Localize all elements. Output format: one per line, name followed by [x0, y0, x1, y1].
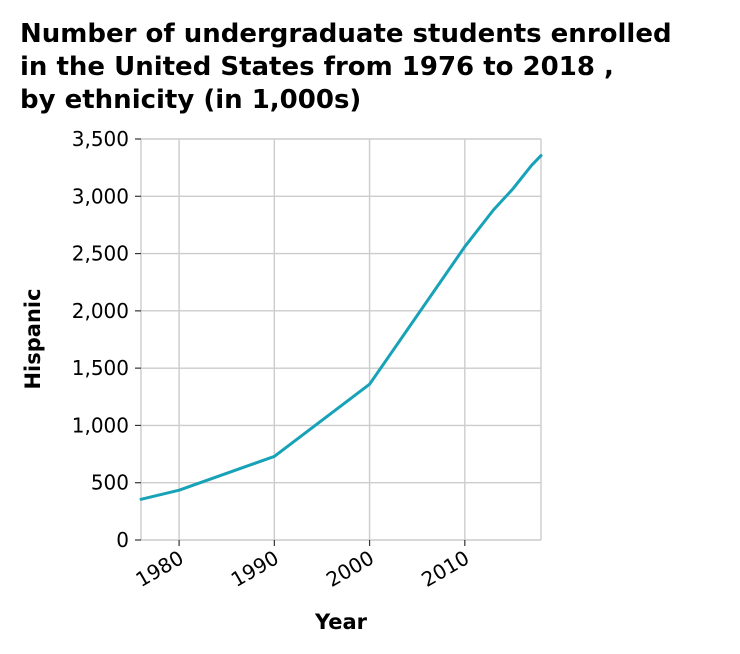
- series-line-hispanic: [139, 154, 543, 501]
- plot-area: [139, 154, 543, 501]
- y-tick-label: 2,500: [72, 242, 129, 266]
- chart-title: Number of undergraduate students enrolle…: [20, 19, 672, 115]
- x-tick-label: 1990: [227, 546, 283, 592]
- y-tick-label: 0: [116, 528, 129, 552]
- x-axis-title: Year: [314, 610, 368, 634]
- chart-title-line-2: in the United States from 1976 to 2018 ,: [20, 52, 614, 82]
- y-axis-title: Hispanic: [21, 288, 45, 389]
- chart-title-line-1: Number of undergraduate students enrolle…: [20, 19, 672, 49]
- x-tick-label: 1980: [132, 546, 188, 592]
- y-tick-label: 1,500: [72, 356, 129, 380]
- y-tick-label: 1,000: [72, 413, 129, 437]
- y-tick-label: 3,000: [72, 184, 129, 208]
- y-tick-label: 3,500: [72, 127, 129, 151]
- grid: [140, 138, 542, 541]
- y-tick-label: 500: [91, 471, 129, 495]
- x-tick-label: 2010: [417, 546, 473, 592]
- chart-title-line-3: by ethnicity (in 1,000s): [20, 85, 361, 115]
- y-tick-label: 2,000: [72, 299, 129, 323]
- x-tick-label: 2000: [322, 546, 378, 592]
